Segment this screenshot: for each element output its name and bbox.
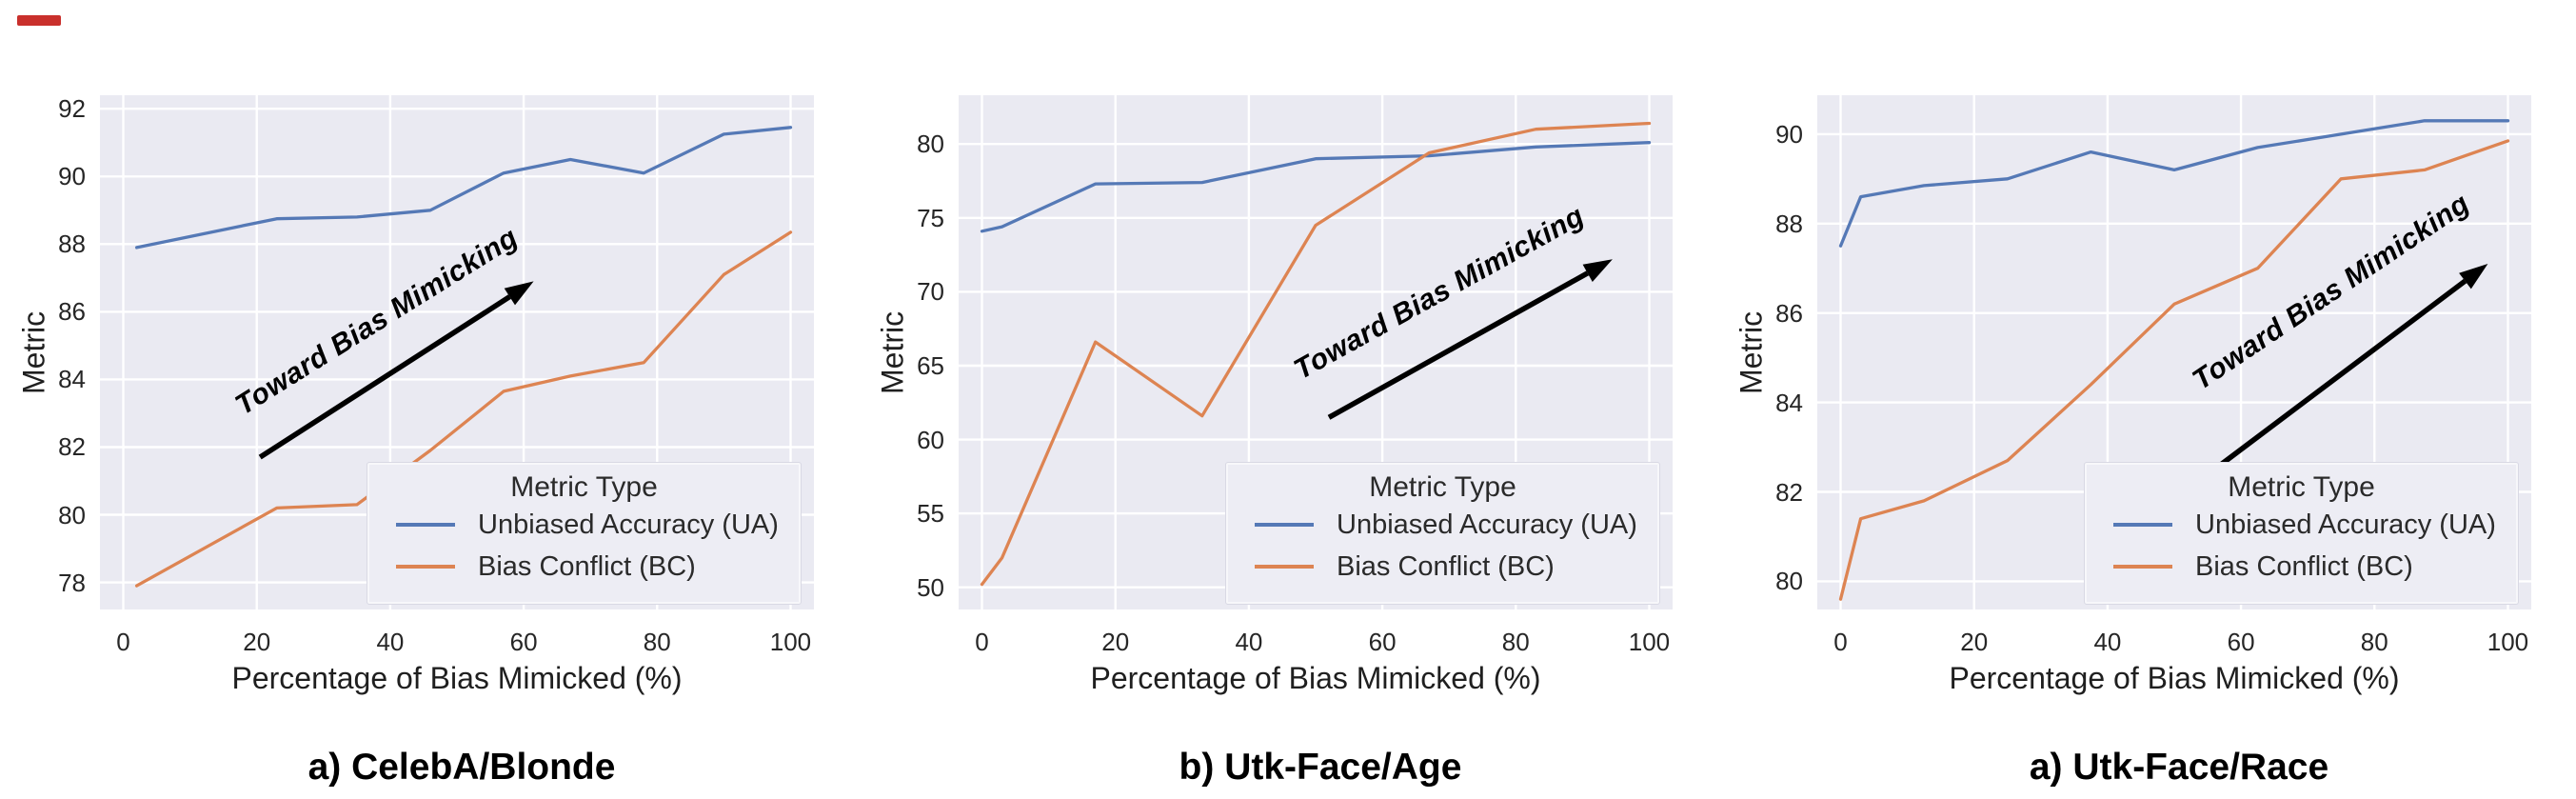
legend-box: Metric Type Unbiased Accuracy (UA) Bias … (2084, 462, 2519, 605)
legend-swatch-bc (2113, 565, 2172, 569)
annotation-arrow-shaft (1327, 270, 1590, 420)
y-tick-label: 82 (58, 432, 86, 462)
legend-row: Bias Conflict (BC) (369, 546, 799, 588)
x-tick-label: 100 (2487, 628, 2529, 656)
legend-label-bc: Bias Conflict (BC) (1337, 550, 1555, 582)
y-tick-label: 50 (917, 572, 944, 602)
y-axis-label: Metric (1734, 310, 1769, 394)
series-line (1838, 139, 2510, 601)
y-tick-label: 80 (58, 500, 86, 529)
y-tick-label: 84 (58, 365, 86, 394)
chart-panel-utkface-age: Metric Toward Bias Mimicking Metric Type… (859, 0, 1717, 799)
series-line (1838, 119, 2510, 248)
y-tick-label: 60 (917, 425, 944, 454)
plot-area: Toward Bias Mimicking Metric Type Unbias… (100, 95, 814, 609)
x-tick-label: 0 (1833, 628, 1848, 656)
legend-row: Bias Conflict (BC) (2087, 546, 2516, 588)
annotation-arrow-head (504, 281, 534, 306)
x-axis-label: Percentage of Bias Mimicked (%) (231, 661, 683, 695)
plot-area: Toward Bias Mimicking Metric Type Unbias… (1817, 95, 2531, 609)
series-line (134, 230, 793, 588)
y-tick-label: 80 (917, 130, 944, 159)
x-tick-label: 0 (975, 628, 989, 656)
chart-panel-utkface-race: Metric Toward Bias Mimicking Metric Type… (1717, 0, 2576, 799)
legend-label-bc: Bias Conflict (BC) (478, 550, 696, 582)
y-tick-label: 86 (58, 297, 86, 327)
chart-panel-celeba-blonde: Metric Toward Bias Mimicking Metric Type… (0, 0, 859, 799)
x-tick-label: 80 (1501, 628, 1530, 656)
legend-swatch-ua (1255, 523, 1314, 527)
x-tick-label: 60 (509, 628, 538, 656)
x-tick-label: 0 (116, 628, 130, 656)
y-tick-label: 90 (1775, 119, 1803, 149)
y-tick-label: 84 (1775, 388, 1803, 417)
y-tick-label: 82 (1775, 477, 1803, 507)
x-tick-label: 80 (2360, 628, 2388, 656)
x-tick-label: 40 (376, 628, 405, 656)
series-line (980, 121, 1652, 587)
y-tick-label: 75 (917, 203, 944, 232)
legend-title: Metric Type (1369, 471, 1516, 503)
annotation-arrow-head (1582, 259, 1613, 282)
corner-mark (17, 15, 61, 26)
x-tick-label: 100 (769, 628, 812, 656)
legend-box: Metric Type Unbiased Accuracy (UA) Bias … (1225, 462, 1660, 605)
y-tick-label: 88 (1775, 209, 1803, 238)
x-axis-label: Percentage of Bias Mimicked (%) (1090, 661, 1541, 695)
series-line (134, 126, 793, 250)
x-tick-label: 60 (1368, 628, 1397, 656)
y-tick-label: 86 (1775, 298, 1803, 328)
legend-row: Unbiased Accuracy (UA) (1228, 504, 1657, 546)
y-tick-label: 65 (917, 350, 944, 380)
annotation-arrow-shaft (258, 294, 511, 460)
legend-swatch-bc (1255, 565, 1314, 569)
plot-area: Toward Bias Mimicking Metric Type Unbias… (959, 95, 1673, 609)
y-tick-label: 80 (1775, 567, 1803, 596)
legend-box: Metric Type Unbiased Accuracy (UA) Bias … (367, 462, 802, 605)
annotation-arrow-head (2459, 264, 2488, 290)
panel-caption: a) Utk-Face/Race (2029, 747, 2329, 788)
panel-caption: b) Utk-Face/Age (1179, 747, 1462, 788)
legend-swatch-ua (396, 523, 455, 527)
x-tick-label: 40 (2093, 628, 2122, 656)
legend-row: Unbiased Accuracy (UA) (2087, 504, 2516, 546)
y-tick-label: 92 (58, 94, 86, 124)
legend-title: Metric Type (510, 471, 658, 503)
annotation-arrow-shaft (2212, 278, 2467, 472)
y-tick-label: 55 (917, 499, 944, 529)
x-tick-label: 20 (1101, 628, 1130, 656)
legend-label-ua: Unbiased Accuracy (UA) (478, 509, 779, 540)
y-tick-label: 90 (58, 162, 86, 191)
x-tick-label: 80 (643, 628, 671, 656)
legend-label-ua: Unbiased Accuracy (UA) (2195, 509, 2496, 540)
y-tick-label: 78 (58, 568, 86, 597)
x-tick-label: 100 (1628, 628, 1671, 656)
x-tick-label: 40 (1235, 628, 1263, 656)
legend-title: Metric Type (2228, 471, 2375, 503)
legend-swatch-ua (2113, 523, 2172, 527)
legend-row: Unbiased Accuracy (UA) (369, 504, 799, 546)
legend-swatch-bc (396, 565, 455, 569)
legend-label-ua: Unbiased Accuracy (UA) (1337, 509, 1637, 540)
y-tick-label: 88 (58, 230, 86, 259)
legend-label-bc: Bias Conflict (BC) (2195, 550, 2413, 582)
panel-caption: a) CelebA/Blonde (307, 747, 616, 788)
series-line (980, 141, 1652, 233)
x-tick-label: 60 (2227, 628, 2255, 656)
legend-row: Bias Conflict (BC) (1228, 546, 1657, 588)
x-tick-label: 20 (1960, 628, 1989, 656)
y-tick-label: 70 (917, 277, 944, 307)
x-axis-label: Percentage of Bias Mimicked (%) (1949, 661, 2400, 695)
x-tick-label: 20 (243, 628, 271, 656)
